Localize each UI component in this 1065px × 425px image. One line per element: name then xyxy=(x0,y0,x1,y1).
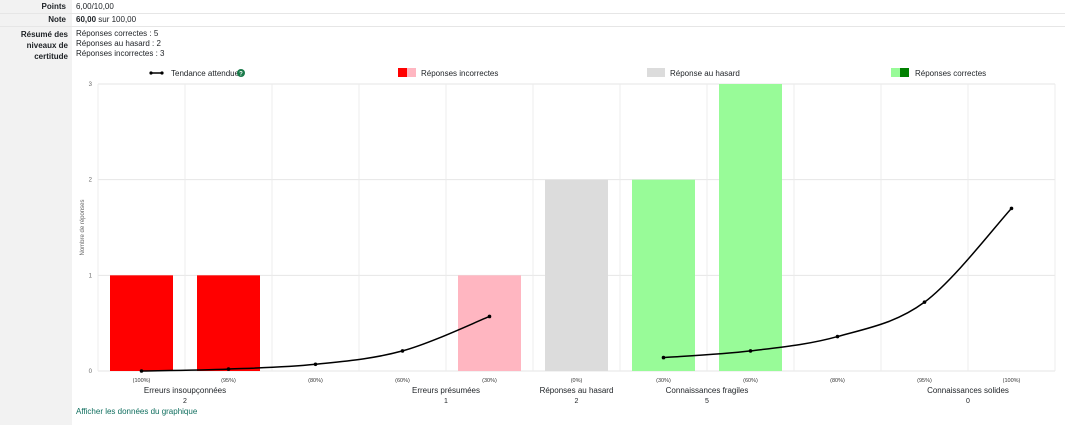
legend-incorrect-strong-swatch xyxy=(398,68,407,77)
group-label: Erreurs insoupçonnées xyxy=(144,386,226,395)
chart-bars xyxy=(110,84,782,371)
note-label: Note xyxy=(48,15,66,24)
group-count: 1 xyxy=(444,398,448,405)
group-label: Réponses au hasard xyxy=(540,386,614,395)
trend-point xyxy=(835,334,840,339)
x-tick-label: (60%) xyxy=(743,378,758,384)
y-axis-title: Nombre de réponses xyxy=(80,199,86,255)
y-tick-label: 1 xyxy=(89,273,93,279)
bar xyxy=(197,275,260,371)
legend: Tendance attendue ? Réponses incorrectes… xyxy=(149,68,986,78)
group-label: Connaissances fragiles xyxy=(666,386,749,395)
summary-values: Réponses correctes : 5 Réponses au hasar… xyxy=(76,29,165,59)
y-tick-label: 3 xyxy=(89,82,93,88)
bar xyxy=(632,179,695,371)
legend-correct-label: Réponses correctes xyxy=(915,69,986,78)
y-tick-label: 0 xyxy=(89,369,93,375)
summary-incorrect: Réponses incorrectes : 3 xyxy=(76,49,165,58)
trend-point xyxy=(400,349,405,353)
points-row: Points 6,00/10,00 xyxy=(0,0,1065,14)
summary-label-line-1: Résumé des xyxy=(20,30,68,39)
group-label: Erreurs présumées xyxy=(412,386,480,395)
group-count: 0 xyxy=(966,398,970,405)
summary-label-line-2: niveaux de xyxy=(26,41,68,50)
points-label: Points xyxy=(41,2,66,11)
group-count: 2 xyxy=(183,398,187,405)
trend-point xyxy=(487,314,492,319)
x-tick-label: (60%) xyxy=(395,378,410,384)
trend-point xyxy=(226,367,231,371)
x-tick-label: (80%) xyxy=(308,378,323,384)
x-tick-label: (100%) xyxy=(1003,378,1021,384)
group-count: 2 xyxy=(575,398,579,405)
chart-axes: 0 1 2 3 Nombre de réponses (100%) (95%) (80%) (6… xyxy=(80,82,1021,405)
help-icon[interactable] xyxy=(237,69,245,77)
legend-random-label: Réponse au hasard xyxy=(670,69,740,78)
note-row: Note 60,00 sur 100,00 xyxy=(0,13,1065,27)
help-icon-glyph: ? xyxy=(239,72,243,78)
x-tick-label: (95%) xyxy=(917,378,932,384)
legend-trend-label: Tendance attendue xyxy=(171,69,240,78)
bar xyxy=(110,275,173,371)
legend-incorrect[interactable]: Réponses incorrectes xyxy=(398,68,498,78)
bar xyxy=(458,275,521,371)
note-value: 60,00 sur 100,00 xyxy=(76,15,136,24)
summary-label: Résumé des niveaux de certitude xyxy=(0,29,72,62)
legend-incorrect-light-swatch xyxy=(407,68,416,77)
legend-trend[interactable]: Tendance attendue ? xyxy=(149,69,245,78)
trend-point xyxy=(922,300,927,304)
x-tick-label: (80%) xyxy=(830,378,845,384)
trend-legend-dot-left-icon xyxy=(149,71,153,75)
trend-point xyxy=(1009,206,1014,211)
label-column xyxy=(0,0,72,425)
show-chart-data-link[interactable]: Afficher les données du graphique xyxy=(76,407,198,416)
group-count: 5 xyxy=(705,398,709,405)
bar xyxy=(545,179,608,371)
group-label: Connaissances solides xyxy=(927,386,1009,395)
legend-correct-light-swatch xyxy=(891,68,900,77)
trend-legend-dot-right-icon xyxy=(160,71,164,75)
x-tick-label: (95%) xyxy=(221,378,236,384)
bar xyxy=(719,84,782,371)
legend-correct-strong-swatch xyxy=(900,68,909,77)
trend-point xyxy=(139,369,144,373)
y-tick-label: 2 xyxy=(89,178,93,184)
summary-random: Réponses au hasard : 2 xyxy=(76,39,161,48)
summary-label-line-3: certitude xyxy=(34,52,68,61)
legend-incorrect-label: Réponses incorrectes xyxy=(421,69,498,78)
note-value-rest: sur 100,00 xyxy=(96,15,137,24)
trend-point xyxy=(661,355,666,360)
note-value-bold: 60,00 xyxy=(76,15,97,24)
trend-lines xyxy=(139,206,1014,373)
trend-point xyxy=(748,349,753,353)
legend-random[interactable]: Réponse au hasard xyxy=(647,68,740,78)
summary-correct: Réponses correctes : 5 xyxy=(76,29,159,38)
trend-point xyxy=(313,362,318,367)
x-tick-label: (30%) xyxy=(656,378,671,384)
x-tick-label: (0%) xyxy=(571,378,583,384)
legend-correct[interactable]: Réponses correctes xyxy=(891,68,986,78)
x-tick-label: (30%) xyxy=(482,378,497,384)
points-value: 6,00/10,00 xyxy=(76,2,114,11)
x-tick-label: (100%) xyxy=(133,378,151,384)
legend-random-swatch xyxy=(647,68,665,77)
